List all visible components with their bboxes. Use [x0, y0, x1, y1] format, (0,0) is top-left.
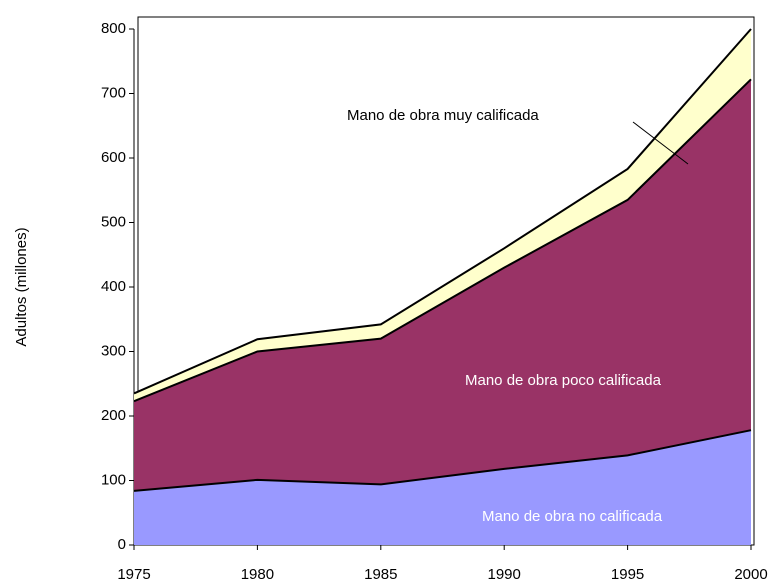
pointer [632, 121, 689, 165]
x-tick-label: 2000 [734, 566, 767, 583]
area-line [133, 28, 752, 395]
y-tick-label: 700 [101, 84, 126, 101]
x-tick-label: 1990 [488, 566, 521, 583]
area-line [133, 429, 752, 492]
area-line [133, 78, 752, 403]
series-label: Mano de obra muy calificada [347, 107, 539, 124]
y-tick-label: 800 [101, 20, 126, 37]
y-tick-label: 200 [101, 407, 126, 424]
y-tick-label: 100 [101, 471, 126, 488]
x-tick-label: 1995 [611, 566, 644, 583]
x-tick-label: 1975 [117, 566, 150, 583]
y-axis-label: Adultos (millones) [13, 227, 30, 346]
x-tick-label: 1980 [241, 566, 274, 583]
y-tick-label: 0 [118, 536, 126, 553]
series-label: Mano de obra poco calificada [465, 372, 662, 389]
y-tick-label: 400 [101, 278, 126, 295]
y-tick-label: 500 [101, 213, 126, 230]
y-tick-label: 300 [101, 342, 126, 359]
x-tick-label: 1985 [364, 566, 397, 583]
area [134, 79, 751, 491]
y-tick-label: 600 [101, 149, 126, 166]
series-label: Mano de obra no calificada [482, 508, 663, 525]
